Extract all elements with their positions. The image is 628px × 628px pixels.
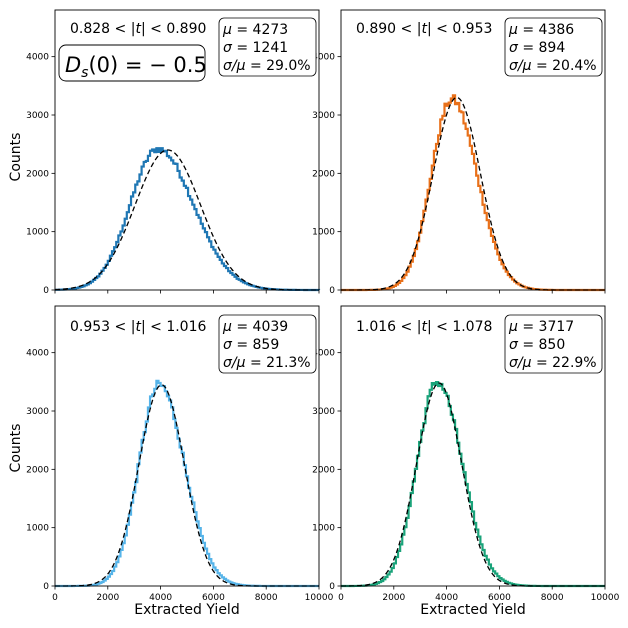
stats-box-3: μ = 3717 σ = 850 σ/μ = 22.9% (504, 314, 603, 374)
x-tick-label-2-0: 0 (52, 593, 58, 603)
panel-bottom-right: 0 2000 4000 6000 8000 10000 0 1000 2000 3000 4000 (312, 305, 620, 603)
svg-text:0.828 < |t| < 0.890: 0.828 < |t| < 0.890 (70, 21, 206, 37)
y-tick-label-1-3: 3000 (312, 111, 335, 121)
svg-text:Ds(0) = − 0.5: Ds(0) = − 0.5 (65, 53, 207, 81)
x-tick-label-3-5: 10000 (591, 593, 620, 603)
y-tick-label-3-2: 2000 (312, 465, 335, 475)
y-tick-label-3-1: 1000 (312, 524, 335, 534)
svg-text:μ = 3717: μ = 3717 (508, 319, 574, 335)
gaussian-fit-3 (340, 382, 605, 587)
y-axis-title-bottom: Counts (8, 424, 24, 473)
y-tick-label-3-0: 0 (329, 582, 335, 592)
panel-top-left: 0 1000 2000 3000 4000 (26, 9, 321, 296)
x-axis-title-right: Extracted Yield (420, 602, 525, 618)
svg-text:σ/μ = 21.3%: σ/μ = 21.3% (223, 355, 311, 371)
gaussian-fit-0 (54, 149, 319, 291)
svg-text:1.016 < |t| < 1.078: 1.016 < |t| < 1.078 (356, 319, 492, 335)
x-axis-title-left: Extracted Yield (134, 602, 239, 618)
x-tick-label-2-4: 8000 (255, 593, 278, 603)
y-tick-label-0-4: 4000 (26, 53, 49, 63)
axes-frame-3 (340, 305, 606, 587)
axes-frame-0 (54, 9, 320, 291)
y-tick-label-3-4: 4000 (312, 349, 335, 359)
panel-top-right: 0 1000 2000 3000 4000 (312, 9, 606, 296)
gaussian-fit-2 (55, 384, 319, 587)
range-label-1: 0.890 < |t| < 0.953 (356, 21, 492, 37)
x-tick-label-2-5: 10000 (305, 593, 334, 603)
svg-text:σ = 859: σ = 859 (223, 337, 279, 353)
svg-text:μ = 4039: μ = 4039 (222, 319, 288, 335)
y-tick-label-3-3: 3000 (312, 407, 335, 417)
y-tick-label-0-2: 2000 (26, 169, 49, 179)
histogram-series-2 (55, 379, 319, 588)
y-tick-label-1-2: 2000 (312, 169, 335, 179)
stats-box-1: μ = 4386 σ = 894 σ/μ = 20.4% (504, 17, 603, 77)
x-tick-label-2-1: 2000 (96, 593, 119, 603)
range-label-3: 1.016 < |t| < 1.078 (356, 319, 492, 335)
svg-text:0.890 < |t| < 0.953: 0.890 < |t| < 0.953 (356, 21, 492, 37)
histogram-series-1 (341, 94, 605, 292)
range-label-2: 0.953 < |t| < 1.016 (70, 319, 206, 335)
svg-text:σ = 894: σ = 894 (509, 40, 565, 56)
svg-text:σ = 850: σ = 850 (509, 337, 565, 353)
y-tick-label-0-1: 1000 (26, 228, 49, 238)
svg-text:σ/μ = 22.9%: σ/μ = 22.9% (509, 355, 597, 371)
svg-text:σ/μ = 29.0%: σ/μ = 29.0% (223, 58, 311, 74)
histogram-series-0 (55, 147, 321, 292)
y-tick-label-2-1: 1000 (26, 524, 49, 534)
x-tick-label-2-3: 6000 (202, 593, 225, 603)
x-tick-label-3-4: 8000 (541, 593, 564, 603)
x-tick-label-3-2: 4000 (435, 593, 458, 603)
y-tick-label-2-0: 0 (43, 582, 49, 592)
y-tick-label-0-0: 0 (43, 286, 49, 296)
y-tick-label-1-0: 0 (329, 286, 335, 296)
x-tick-label-3-1: 2000 (382, 593, 405, 603)
y-tick-label-2-3: 3000 (26, 407, 49, 417)
y-tick-label-0-3: 3000 (26, 111, 49, 121)
x-tick-label-3-3: 6000 (488, 593, 511, 603)
histogram-series-3 (341, 380, 605, 588)
y-tick-label-2-4: 4000 (26, 349, 49, 359)
svg-text:μ = 4273: μ = 4273 (222, 22, 288, 38)
y-tick-label-2-2: 2000 (26, 465, 49, 475)
range-label-0: 0.828 < |t| < 0.890 (70, 21, 206, 37)
x-tick-label-2-2: 4000 (149, 593, 172, 603)
stats-box-2: μ = 4039 σ = 859 σ/μ = 21.3% (218, 314, 317, 374)
svg-text:σ = 1241: σ = 1241 (223, 40, 288, 56)
svg-text:σ/μ = 20.4%: σ/μ = 20.4% (509, 58, 597, 74)
x-tick-label-3-0: 0 (338, 593, 344, 603)
y-tick-label-1-4: 4000 (312, 53, 335, 63)
y-axis-title-top: Counts (8, 133, 24, 182)
svg-text:0.953 < |t| < 1.016: 0.953 < |t| < 1.016 (70, 319, 206, 335)
ds-annotation-box: Ds(0) = − 0.5 (58, 44, 207, 82)
gaussian-fit-1 (341, 96, 605, 291)
stats-box-0: μ = 4273 σ = 1241 σ/μ = 29.0% (218, 17, 317, 77)
svg-text:μ = 4386: μ = 4386 (508, 22, 574, 38)
axes-frame-1 (340, 9, 606, 291)
y-tick-label-1-1: 1000 (312, 228, 335, 238)
axes-frame-2 (54, 305, 320, 587)
